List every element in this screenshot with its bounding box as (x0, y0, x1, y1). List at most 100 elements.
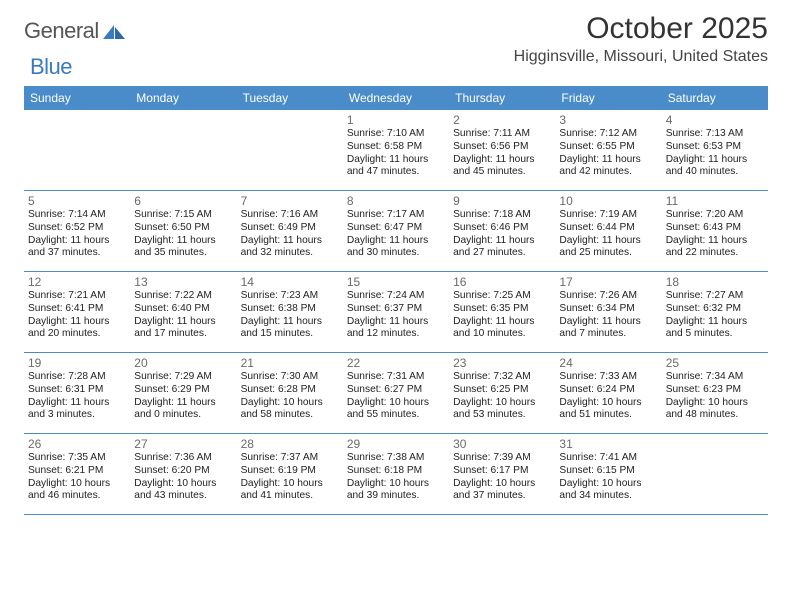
sunrise-text: Sunrise: 7:13 AM (666, 128, 764, 141)
day-cell: 18Sunrise: 7:27 AMSunset: 6:32 PMDayligh… (662, 272, 768, 352)
logo-sail-icon (103, 23, 125, 39)
day-cell: 1Sunrise: 7:10 AMSunset: 6:58 PMDaylight… (343, 110, 449, 190)
week-row: 12Sunrise: 7:21 AMSunset: 6:41 PMDayligh… (24, 272, 768, 353)
sunrise-text: Sunrise: 7:27 AM (666, 290, 764, 303)
daylight-text: Daylight: 11 hours and 20 minutes. (28, 316, 126, 342)
daylight-text: Daylight: 10 hours and 46 minutes. (28, 478, 126, 504)
location: Higginsville, Missouri, United States (514, 48, 768, 66)
sunrise-text: Sunrise: 7:10 AM (347, 128, 445, 141)
daylight-text: Daylight: 11 hours and 40 minutes. (666, 154, 764, 180)
sunrise-text: Sunrise: 7:12 AM (559, 128, 657, 141)
day-number: 9 (453, 194, 551, 208)
day-header: Friday (555, 86, 661, 110)
day-number: 26 (28, 437, 126, 451)
day-number: 18 (666, 275, 764, 289)
sunset-text: Sunset: 6:29 PM (134, 384, 232, 397)
day-number: 13 (134, 275, 232, 289)
sunset-text: Sunset: 6:53 PM (666, 141, 764, 154)
daylight-text: Daylight: 11 hours and 7 minutes. (559, 316, 657, 342)
day-cell: 4Sunrise: 7:13 AMSunset: 6:53 PMDaylight… (662, 110, 768, 190)
sunrise-text: Sunrise: 7:33 AM (559, 371, 657, 384)
day-number: 8 (347, 194, 445, 208)
day-cell: 2Sunrise: 7:11 AMSunset: 6:56 PMDaylight… (449, 110, 555, 190)
sunset-text: Sunset: 6:21 PM (28, 465, 126, 478)
day-number: 25 (666, 356, 764, 370)
daylight-text: Daylight: 10 hours and 53 minutes. (453, 397, 551, 423)
day-number: 31 (559, 437, 657, 451)
day-cell: 22Sunrise: 7:31 AMSunset: 6:27 PMDayligh… (343, 353, 449, 433)
daylight-text: Daylight: 11 hours and 17 minutes. (134, 316, 232, 342)
empty-cell (662, 434, 768, 514)
sunrise-text: Sunrise: 7:26 AM (559, 290, 657, 303)
day-number: 11 (666, 194, 764, 208)
day-number: 24 (559, 356, 657, 370)
day-number: 21 (241, 356, 339, 370)
daylight-text: Daylight: 10 hours and 34 minutes. (559, 478, 657, 504)
day-number: 3 (559, 113, 657, 127)
sunset-text: Sunset: 6:35 PM (453, 303, 551, 316)
week-row: 26Sunrise: 7:35 AMSunset: 6:21 PMDayligh… (24, 434, 768, 515)
day-header: Wednesday (343, 86, 449, 110)
day-cell: 29Sunrise: 7:38 AMSunset: 6:18 PMDayligh… (343, 434, 449, 514)
daylight-text: Daylight: 11 hours and 25 minutes. (559, 235, 657, 261)
day-cell: 30Sunrise: 7:39 AMSunset: 6:17 PMDayligh… (449, 434, 555, 514)
day-cell: 5Sunrise: 7:14 AMSunset: 6:52 PMDaylight… (24, 191, 130, 271)
daylight-text: Daylight: 11 hours and 37 minutes. (28, 235, 126, 261)
day-header: Saturday (662, 86, 768, 110)
sunrise-text: Sunrise: 7:34 AM (666, 371, 764, 384)
sunrise-text: Sunrise: 7:29 AM (134, 371, 232, 384)
daylight-text: Daylight: 11 hours and 45 minutes. (453, 154, 551, 180)
day-number: 12 (28, 275, 126, 289)
sunrise-text: Sunrise: 7:25 AM (453, 290, 551, 303)
sunrise-text: Sunrise: 7:17 AM (347, 209, 445, 222)
sunrise-text: Sunrise: 7:22 AM (134, 290, 232, 303)
empty-cell (130, 110, 236, 190)
daylight-text: Daylight: 11 hours and 15 minutes. (241, 316, 339, 342)
day-cell: 24Sunrise: 7:33 AMSunset: 6:24 PMDayligh… (555, 353, 661, 433)
day-number: 10 (559, 194, 657, 208)
day-number: 14 (241, 275, 339, 289)
daylight-text: Daylight: 11 hours and 22 minutes. (666, 235, 764, 261)
logo: General (24, 18, 127, 44)
sunrise-text: Sunrise: 7:14 AM (28, 209, 126, 222)
week-row: 19Sunrise: 7:28 AMSunset: 6:31 PMDayligh… (24, 353, 768, 434)
day-number: 2 (453, 113, 551, 127)
daylight-text: Daylight: 10 hours and 43 minutes. (134, 478, 232, 504)
sunset-text: Sunset: 6:18 PM (347, 465, 445, 478)
day-number: 29 (347, 437, 445, 451)
empty-cell (237, 110, 343, 190)
daylight-text: Daylight: 11 hours and 3 minutes. (28, 397, 126, 423)
sunset-text: Sunset: 6:20 PM (134, 465, 232, 478)
daylight-text: Daylight: 10 hours and 55 minutes. (347, 397, 445, 423)
sunrise-text: Sunrise: 7:30 AM (241, 371, 339, 384)
day-number: 17 (559, 275, 657, 289)
day-number: 23 (453, 356, 551, 370)
day-number: 16 (453, 275, 551, 289)
day-cell: 10Sunrise: 7:19 AMSunset: 6:44 PMDayligh… (555, 191, 661, 271)
daylight-text: Daylight: 10 hours and 51 minutes. (559, 397, 657, 423)
sunrise-text: Sunrise: 7:15 AM (134, 209, 232, 222)
sunrise-text: Sunrise: 7:19 AM (559, 209, 657, 222)
daylight-text: Daylight: 10 hours and 41 minutes. (241, 478, 339, 504)
sunset-text: Sunset: 6:19 PM (241, 465, 339, 478)
sunset-text: Sunset: 6:17 PM (453, 465, 551, 478)
sunrise-text: Sunrise: 7:39 AM (453, 452, 551, 465)
sunset-text: Sunset: 6:27 PM (347, 384, 445, 397)
sunrise-text: Sunrise: 7:28 AM (28, 371, 126, 384)
calendar: SundayMondayTuesdayWednesdayThursdayFrid… (24, 86, 768, 515)
day-number: 19 (28, 356, 126, 370)
day-number: 4 (666, 113, 764, 127)
day-number: 6 (134, 194, 232, 208)
day-cell: 6Sunrise: 7:15 AMSunset: 6:50 PMDaylight… (130, 191, 236, 271)
daylight-text: Daylight: 10 hours and 39 minutes. (347, 478, 445, 504)
day-header: Thursday (449, 86, 555, 110)
day-cell: 27Sunrise: 7:36 AMSunset: 6:20 PMDayligh… (130, 434, 236, 514)
sunset-text: Sunset: 6:50 PM (134, 222, 232, 235)
day-cell: 9Sunrise: 7:18 AMSunset: 6:46 PMDaylight… (449, 191, 555, 271)
daylight-text: Daylight: 10 hours and 37 minutes. (453, 478, 551, 504)
sunrise-text: Sunrise: 7:35 AM (28, 452, 126, 465)
day-cell: 31Sunrise: 7:41 AMSunset: 6:15 PMDayligh… (555, 434, 661, 514)
day-header: Monday (130, 86, 236, 110)
sunrise-text: Sunrise: 7:21 AM (28, 290, 126, 303)
sunset-text: Sunset: 6:32 PM (666, 303, 764, 316)
